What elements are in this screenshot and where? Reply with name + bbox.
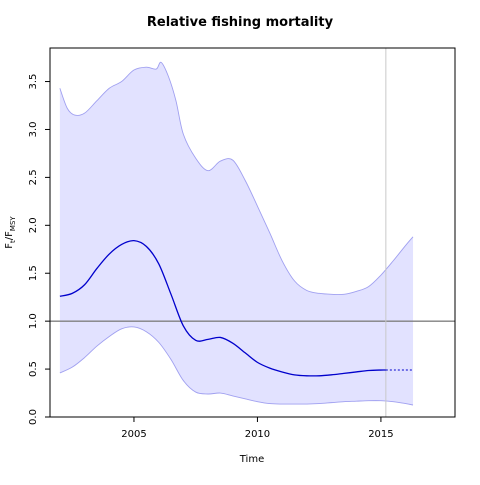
- y-tick-label: 2.5: [28, 169, 39, 185]
- confidence-band: [59, 62, 414, 406]
- y-tick-label: 2.0: [28, 217, 39, 233]
- x-tick-label: 2005: [121, 429, 146, 440]
- y-tick-label: 3.5: [28, 74, 39, 90]
- y-tick-label: 0.0: [28, 409, 39, 425]
- y-axis-label: Ft/FMSY: [4, 216, 17, 249]
- y-tick-label: 1.5: [28, 265, 39, 281]
- y-tick-label: 3.0: [28, 122, 39, 138]
- y-tick-label: 0.5: [28, 361, 39, 377]
- x-tick-label: 2015: [368, 429, 393, 440]
- chart-title: Relative fishing mortality: [146, 15, 334, 30]
- x-axis-label: Time: [239, 454, 265, 465]
- x-tick-label: 2010: [245, 429, 270, 440]
- upper-bound-line: [59, 61, 414, 296]
- plot-frame: [49, 47, 456, 418]
- median-line: [59, 239, 386, 377]
- lower-bound-line: [59, 326, 414, 406]
- y-tick-label: 1.0: [28, 313, 39, 329]
